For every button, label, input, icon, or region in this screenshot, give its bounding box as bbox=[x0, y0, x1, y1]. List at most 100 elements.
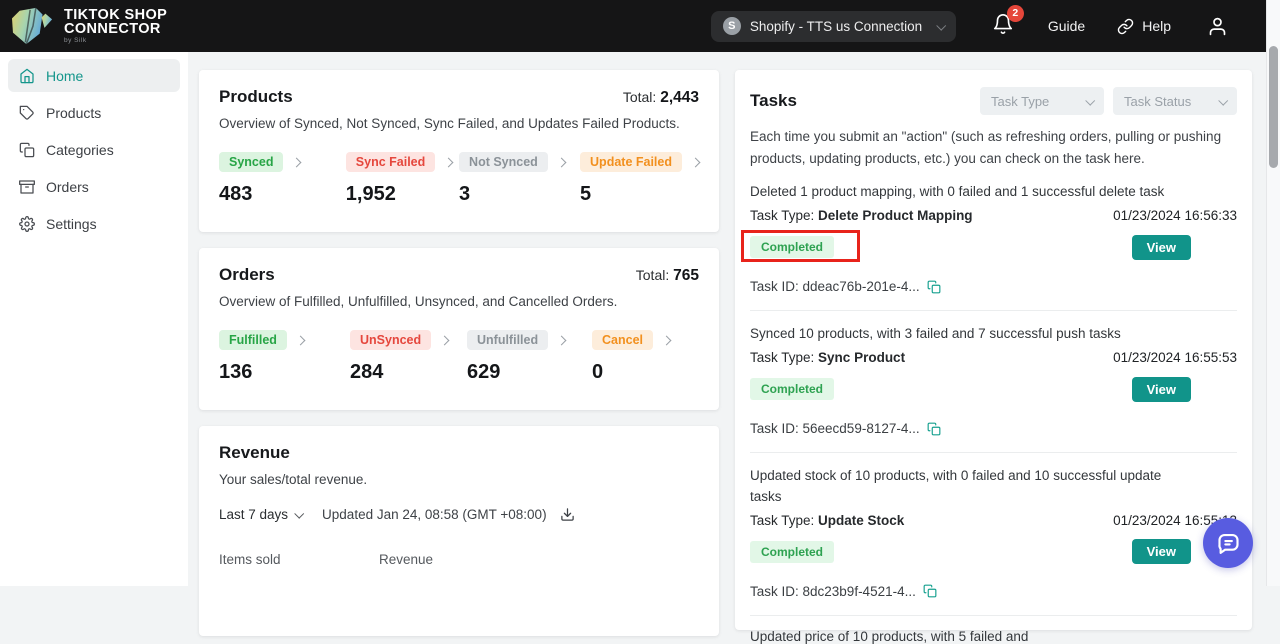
synced-badge[interactable]: Synced bbox=[219, 152, 284, 172]
task-row: Synced 10 products, with 3 failed and 7 … bbox=[750, 311, 1237, 454]
chevron-right-icon[interactable] bbox=[556, 335, 567, 345]
task-description: Deleted 1 product mapping, with 0 failed… bbox=[750, 184, 1165, 200]
fulfilled-count: 136 bbox=[219, 361, 253, 383]
products-card-title: Products bbox=[219, 87, 293, 106]
sidebar-item-label: Settings bbox=[46, 215, 97, 232]
view-button[interactable]: View bbox=[1131, 376, 1191, 402]
stat-cancel: Cancel 0 bbox=[592, 330, 672, 384]
top-header: TIKTOK SHOP CONNECTOR by Silk S Shopify … bbox=[0, 0, 1266, 52]
task-description: Updated price of 10 products, with 5 fai… bbox=[750, 628, 1029, 644]
gear-icon bbox=[19, 215, 35, 232]
synced-count: 483 bbox=[219, 183, 253, 205]
help-link[interactable]: Help bbox=[1117, 18, 1171, 35]
cancel-count: 0 bbox=[592, 361, 604, 383]
unfulfilled-count: 629 bbox=[467, 361, 501, 383]
sidebar-item-products[interactable]: Products bbox=[8, 96, 180, 129]
logo-byline: by Silk bbox=[64, 37, 87, 44]
copy-task-id-icon[interactable] bbox=[927, 422, 941, 436]
task-type-label: Task Type: bbox=[750, 208, 819, 224]
not-synced-count: 3 bbox=[459, 183, 471, 205]
task-id-label: Task ID: bbox=[750, 421, 803, 437]
date-range-label: Last 7 days bbox=[219, 507, 289, 522]
app-logo: TIKTOK SHOP CONNECTOR by Silk bbox=[10, 5, 167, 47]
task-id-label: Task ID: bbox=[750, 583, 803, 599]
tasks-description: Each time you submit an "action" (such a… bbox=[750, 129, 1222, 166]
copy-task-id-icon[interactable] bbox=[923, 584, 937, 598]
chevron-down-icon bbox=[936, 20, 947, 31]
sidebar-item-label: Home bbox=[46, 67, 84, 84]
guide-link[interactable]: Guide bbox=[1047, 18, 1086, 34]
update-failed-badge[interactable]: Update Failed bbox=[580, 152, 682, 172]
revenue-updated-label: Updated Jan 24, 08:58 (GMT +08:00) bbox=[322, 507, 547, 522]
sidebar-item-label: Orders bbox=[46, 178, 89, 195]
home-icon bbox=[20, 68, 34, 83]
task-id-value: 8dc23b9f-4521-4... bbox=[802, 583, 916, 599]
stat-synced: Synced 483 bbox=[219, 152, 346, 206]
sync-failed-badge[interactable]: Sync Failed bbox=[345, 152, 436, 172]
stat-update-failed: Update Failed 5 bbox=[580, 152, 701, 206]
task-row: Deleted 1 product mapping, with 0 failed… bbox=[741, 169, 1237, 312]
unsynced-count: 284 bbox=[350, 361, 384, 383]
logo-title-line1: TIKTOK SHOP bbox=[64, 7, 168, 23]
task-status-filter[interactable]: Task Status bbox=[1113, 87, 1237, 115]
chevron-right-icon[interactable] bbox=[292, 157, 302, 167]
stat-not-synced: Not Synced 3 bbox=[459, 152, 580, 206]
date-range-select[interactable]: Last 7 days bbox=[219, 507, 305, 522]
tasks-panel: Tasks Task Type Task Status Each time yo… bbox=[735, 70, 1252, 644]
revenue-col-items-sold: Items sold bbox=[219, 552, 281, 567]
task-status-filter-label: Task Status bbox=[1124, 93, 1192, 109]
unsynced-badge[interactable]: UnSynced bbox=[350, 330, 432, 350]
task-id: Task ID: 56eecd59-8127-4... bbox=[750, 421, 920, 436]
task-timestamp: 01/23/2024 16:55:53 bbox=[1113, 350, 1237, 366]
update-failed-count: 5 bbox=[580, 183, 592, 205]
page-scrollbar[interactable] bbox=[1266, 0, 1280, 586]
account-button[interactable] bbox=[1207, 16, 1228, 37]
notification-count-badge: 2 bbox=[1006, 4, 1024, 22]
orders-total-value: 765 bbox=[673, 267, 699, 284]
chevron-right-icon[interactable] bbox=[295, 335, 306, 345]
orders-total-label: Total: bbox=[635, 267, 670, 283]
task-row: Updated stock of 10 products, with 0 fai… bbox=[750, 453, 1237, 616]
sidebar-item-label: Products bbox=[46, 104, 102, 121]
products-card: Products Total: 2,443 Overview of Synced… bbox=[199, 70, 719, 232]
sidebar-item-categories[interactable]: Categories bbox=[8, 133, 180, 166]
chevron-down-icon bbox=[1218, 95, 1229, 106]
task-type-label: Task Type: bbox=[750, 512, 819, 528]
task-type: Task Type: Update Stock bbox=[750, 513, 904, 528]
sidebar-item-orders[interactable]: Orders bbox=[8, 170, 180, 203]
chevron-right-icon[interactable] bbox=[690, 157, 701, 167]
cancel-badge[interactable]: Cancel bbox=[592, 330, 653, 350]
copy-task-id-icon[interactable] bbox=[927, 280, 941, 294]
chevron-right-icon[interactable] bbox=[556, 157, 567, 167]
shop-connection-select[interactable]: S Shopify - TTS us Connection bbox=[710, 10, 956, 42]
sidebar-item-home[interactable]: Home bbox=[8, 59, 180, 92]
view-button[interactable]: View bbox=[1131, 539, 1191, 565]
task-type: Task Type: Delete Product Mapping bbox=[750, 208, 973, 223]
fulfilled-badge[interactable]: Fulfilled bbox=[219, 330, 287, 350]
status-badge-completed: Completed bbox=[750, 378, 835, 401]
download-button[interactable] bbox=[560, 507, 575, 522]
copy-icon bbox=[19, 142, 35, 157]
view-button[interactable]: View bbox=[1131, 234, 1191, 260]
person-icon bbox=[1209, 17, 1226, 35]
task-type: Task Type: Sync Product bbox=[750, 350, 905, 365]
products-total-label: Total: bbox=[622, 89, 657, 105]
task-type-filter[interactable]: Task Type bbox=[980, 87, 1104, 115]
orders-card-subtitle: Overview of Fulfilled, Unfulfilled, Unsy… bbox=[219, 294, 618, 309]
chevron-right-icon[interactable] bbox=[661, 335, 672, 345]
scrollbar-thumb[interactable] bbox=[1269, 46, 1278, 168]
sidebar-item-settings[interactable]: Settings bbox=[8, 207, 180, 240]
unfulfilled-badge[interactable]: Unfulfilled bbox=[467, 330, 549, 350]
logo-title-line2: CONNECTOR bbox=[64, 21, 161, 37]
notifications-button[interactable]: 2 bbox=[992, 4, 1024, 40]
task-description: Synced 10 products, with 3 failed and 7 … bbox=[750, 326, 1121, 342]
sync-failed-count: 1,952 bbox=[345, 183, 396, 205]
stat-fulfilled: Fulfilled 136 bbox=[219, 330, 350, 384]
not-synced-badge[interactable]: Not Synced bbox=[459, 152, 548, 172]
task-type-value: Delete Product Mapping bbox=[818, 208, 973, 224]
chevron-right-icon[interactable] bbox=[443, 157, 454, 167]
chevron-down-icon bbox=[1085, 95, 1096, 106]
chevron-right-icon[interactable] bbox=[439, 335, 450, 345]
chat-launcher-button[interactable] bbox=[1203, 518, 1253, 568]
products-total-value: 2,443 bbox=[660, 89, 699, 106]
